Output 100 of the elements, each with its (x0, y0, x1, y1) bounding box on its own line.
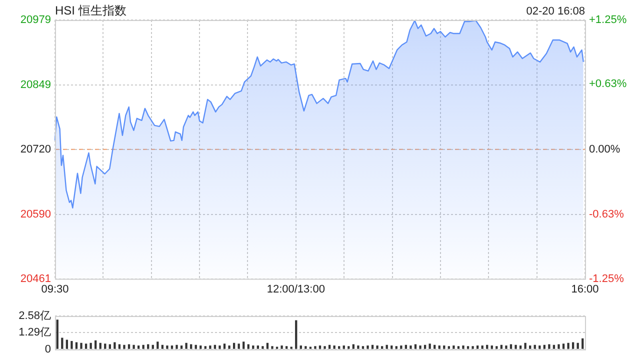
bar (582, 338, 584, 349)
bar (142, 344, 144, 349)
bar (90, 342, 92, 349)
bar (152, 344, 154, 349)
bar (514, 344, 517, 349)
bar (338, 346, 340, 349)
bar (56, 320, 58, 349)
y-tick-label: 1.29亿 (18, 326, 51, 339)
bar (543, 344, 546, 349)
bar (80, 342, 82, 349)
bar (390, 346, 393, 349)
bar (333, 346, 336, 349)
bar (266, 342, 269, 349)
bar (247, 344, 250, 349)
bar (552, 344, 556, 349)
bar (352, 344, 354, 349)
bar (496, 346, 498, 349)
bar (232, 342, 236, 349)
bar (209, 346, 212, 349)
text: 02-20 16:08 (526, 6, 585, 18)
bar (185, 342, 188, 349)
bar (576, 342, 579, 349)
bar (99, 342, 102, 349)
bar (324, 346, 326, 349)
bar (223, 344, 226, 349)
bar (462, 346, 464, 349)
bar (262, 346, 264, 349)
x-tick-label: 09:30 (41, 283, 69, 296)
bar (443, 346, 446, 349)
bar (410, 346, 412, 349)
bar (438, 346, 440, 349)
y2-tick-label: 0.00% (589, 143, 620, 156)
y-tick-label: 20720 (20, 143, 51, 156)
bar (486, 344, 488, 349)
bar (252, 346, 254, 349)
y2-tick-label: -0.63% (589, 208, 624, 221)
bar (558, 344, 560, 349)
bar (218, 346, 221, 349)
y2-tick-label: -1.25% (589, 272, 624, 285)
bar (371, 344, 374, 349)
bar (400, 346, 402, 349)
bar (228, 346, 230, 349)
y2-tick-label: +0.63% (589, 78, 627, 90)
y-tick-label: 2.58亿 (18, 310, 51, 322)
bar (357, 346, 360, 349)
bar (424, 344, 426, 349)
bar (147, 344, 150, 349)
bar (529, 346, 532, 349)
bar (452, 346, 455, 349)
bar (132, 344, 135, 349)
bar (176, 344, 178, 349)
bar (342, 346, 345, 349)
bar (156, 342, 159, 349)
bar (300, 346, 302, 349)
bar (510, 344, 512, 349)
bar (414, 344, 417, 349)
bar (567, 342, 570, 349)
bar (170, 346, 174, 349)
bar (519, 346, 522, 349)
bar (434, 344, 436, 349)
bar (318, 346, 322, 349)
bar (137, 346, 140, 349)
bar (128, 344, 130, 349)
bar (84, 344, 88, 349)
bar (548, 344, 550, 349)
bar (194, 344, 197, 349)
bar (457, 346, 460, 349)
bar (381, 346, 384, 349)
bar (166, 346, 168, 349)
bar (404, 344, 408, 349)
bar (180, 346, 183, 349)
bar (328, 344, 331, 349)
bar (280, 346, 283, 349)
bar (94, 340, 97, 349)
bar (538, 346, 541, 349)
bar (534, 344, 536, 349)
chart-title: HSI 恒生指数 (55, 3, 126, 18)
bar (70, 340, 73, 349)
y-tick-label: 20849 (20, 78, 51, 91)
bar (256, 346, 260, 349)
bar (472, 346, 474, 349)
bar (118, 344, 121, 349)
bar (348, 346, 350, 349)
bar (161, 344, 164, 349)
bar (75, 342, 78, 349)
bar (466, 346, 470, 349)
bar (386, 344, 388, 349)
bar (524, 342, 526, 349)
bar (395, 346, 398, 349)
bar (362, 346, 364, 349)
bar (190, 344, 192, 349)
bar (204, 346, 206, 349)
x-tick-label: 16:00 (571, 283, 599, 296)
y-tick-label: 20590 (20, 208, 51, 220)
bar (572, 342, 574, 349)
bar (419, 346, 422, 349)
bar (108, 344, 111, 349)
bar (376, 346, 378, 349)
bar (214, 344, 216, 349)
bar (304, 346, 307, 349)
